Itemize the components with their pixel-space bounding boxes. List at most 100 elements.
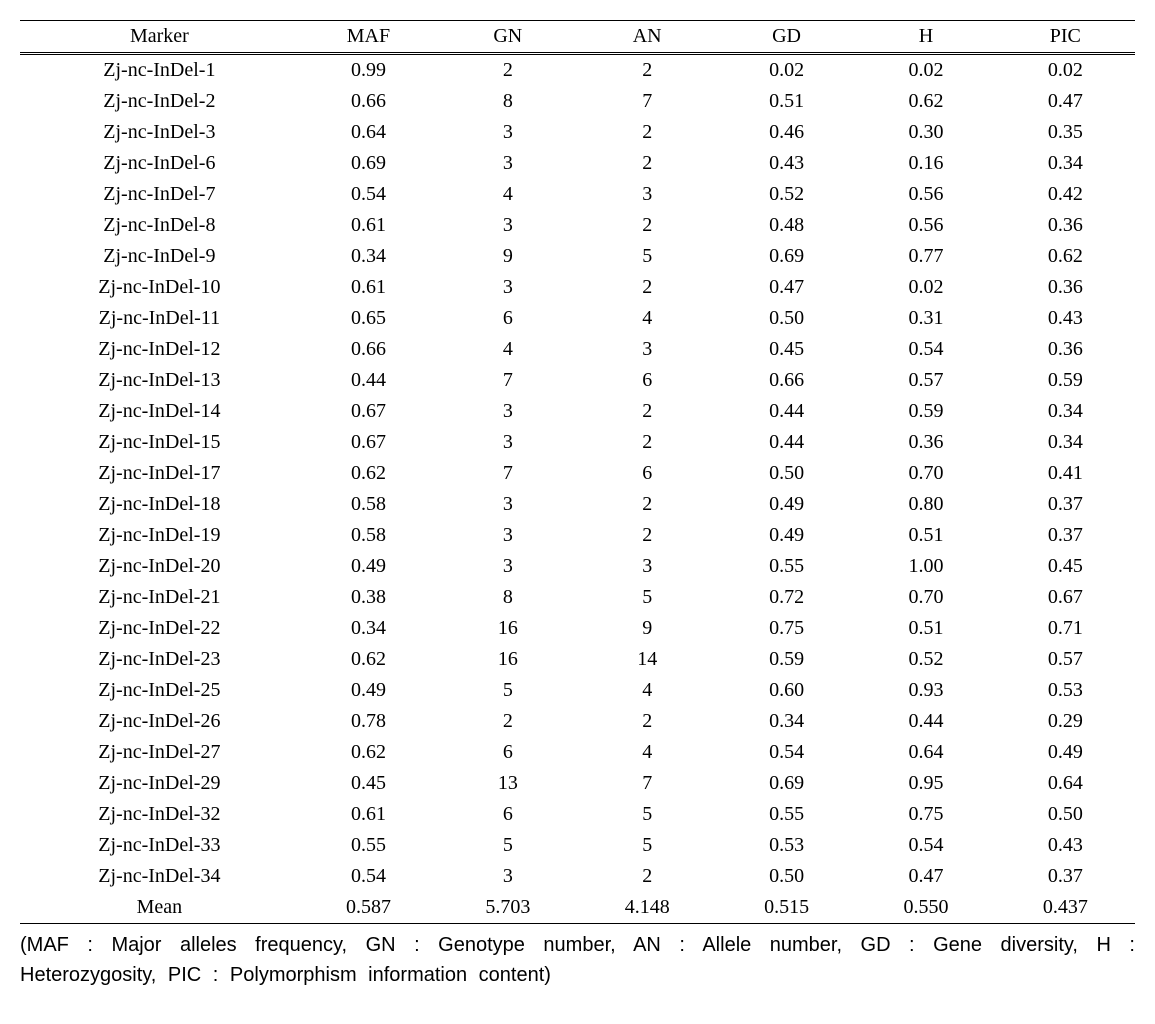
- value-cell: 0.59: [717, 644, 856, 675]
- value-cell: 0.51: [717, 86, 856, 117]
- value-cell: 5: [578, 582, 717, 613]
- value-cell: 0.56: [856, 210, 995, 241]
- value-cell: 0.66: [299, 334, 438, 365]
- value-cell: 0.72: [717, 582, 856, 613]
- table-row: Zj-nc-InDel-270.62640.540.640.49: [20, 737, 1135, 768]
- value-cell: 0.66: [299, 86, 438, 117]
- value-cell: 0.34: [996, 427, 1135, 458]
- value-cell: 0.71: [996, 613, 1135, 644]
- value-cell: 0.56: [856, 179, 995, 210]
- table-header-row: MarkerMAFGNANGDHPIC: [20, 21, 1135, 54]
- col-header: PIC: [996, 21, 1135, 54]
- mean-label-cell: Mean: [20, 892, 299, 924]
- value-cell: 8: [438, 86, 577, 117]
- value-cell: 0.67: [996, 582, 1135, 613]
- col-header: MAF: [299, 21, 438, 54]
- table-row: Zj-nc-InDel-210.38850.720.700.67: [20, 582, 1135, 613]
- mean-value-cell: 0.587: [299, 892, 438, 924]
- value-cell: 0.52: [717, 179, 856, 210]
- value-cell: 0.16: [856, 148, 995, 179]
- value-cell: 8: [438, 582, 577, 613]
- value-cell: 0.69: [717, 241, 856, 272]
- value-cell: 0.49: [717, 489, 856, 520]
- table-row: Zj-nc-InDel-260.78220.340.440.29: [20, 706, 1135, 737]
- value-cell: 0.44: [299, 365, 438, 396]
- value-cell: 0.62: [299, 737, 438, 768]
- value-cell: 5: [438, 830, 577, 861]
- marker-cell: Zj-nc-InDel-3: [20, 117, 299, 148]
- value-cell: 0.93: [856, 675, 995, 706]
- value-cell: 0.50: [717, 458, 856, 489]
- value-cell: 4: [578, 737, 717, 768]
- marker-cell: Zj-nc-InDel-18: [20, 489, 299, 520]
- value-cell: 3: [578, 179, 717, 210]
- value-cell: 0.47: [717, 272, 856, 303]
- value-cell: 0.49: [299, 551, 438, 582]
- value-cell: 0.61: [299, 210, 438, 241]
- value-cell: 0.66: [717, 365, 856, 396]
- value-cell: 0.65: [299, 303, 438, 334]
- table-row: Zj-nc-InDel-30.64320.460.300.35: [20, 117, 1135, 148]
- genetic-markers-table: MarkerMAFGNANGDHPIC Zj-nc-InDel-10.99220…: [20, 20, 1135, 924]
- value-cell: 0.41: [996, 458, 1135, 489]
- value-cell: 0.51: [856, 613, 995, 644]
- value-cell: 0.54: [299, 179, 438, 210]
- value-cell: 0.34: [299, 613, 438, 644]
- value-cell: 0.43: [717, 148, 856, 179]
- marker-cell: Zj-nc-InDel-21: [20, 582, 299, 613]
- value-cell: 0.02: [996, 54, 1135, 87]
- value-cell: 0.47: [856, 861, 995, 892]
- marker-cell: Zj-nc-InDel-34: [20, 861, 299, 892]
- value-cell: 0.29: [996, 706, 1135, 737]
- value-cell: 13: [438, 768, 577, 799]
- value-cell: 0.48: [717, 210, 856, 241]
- value-cell: 0.38: [299, 582, 438, 613]
- value-cell: 4: [438, 179, 577, 210]
- value-cell: 0.80: [856, 489, 995, 520]
- value-cell: 0.36: [996, 334, 1135, 365]
- value-cell: 0.55: [717, 799, 856, 830]
- marker-cell: Zj-nc-InDel-19: [20, 520, 299, 551]
- value-cell: 3: [438, 272, 577, 303]
- value-cell: 6: [578, 365, 717, 396]
- table-row: Zj-nc-InDel-320.61650.550.750.50: [20, 799, 1135, 830]
- value-cell: 2: [438, 706, 577, 737]
- mean-value-cell: 0.437: [996, 892, 1135, 924]
- value-cell: 7: [438, 458, 577, 489]
- marker-cell: Zj-nc-InDel-11: [20, 303, 299, 334]
- value-cell: 0.55: [299, 830, 438, 861]
- value-cell: 0.37: [996, 861, 1135, 892]
- table-body: Zj-nc-InDel-10.99220.020.020.02Zj-nc-InD…: [20, 54, 1135, 893]
- value-cell: 16: [438, 644, 577, 675]
- value-cell: 2: [578, 396, 717, 427]
- table-mean-row: Mean0.5875.7034.1480.5150.5500.437: [20, 892, 1135, 924]
- col-header: H: [856, 21, 995, 54]
- value-cell: 0.70: [856, 582, 995, 613]
- value-cell: 2: [578, 148, 717, 179]
- value-cell: 0.36: [996, 210, 1135, 241]
- value-cell: 5: [578, 830, 717, 861]
- table-row: Zj-nc-InDel-330.55550.530.540.43: [20, 830, 1135, 861]
- table-row: Zj-nc-InDel-190.58320.490.510.37: [20, 520, 1135, 551]
- table-row: Zj-nc-InDel-100.61320.470.020.36: [20, 272, 1135, 303]
- value-cell: 0.58: [299, 520, 438, 551]
- value-cell: 0.95: [856, 768, 995, 799]
- value-cell: 6: [438, 737, 577, 768]
- value-cell: 0.67: [299, 427, 438, 458]
- value-cell: 0.75: [717, 613, 856, 644]
- value-cell: 0.55: [717, 551, 856, 582]
- table-row: Zj-nc-InDel-340.54320.500.470.37: [20, 861, 1135, 892]
- marker-cell: Zj-nc-InDel-2: [20, 86, 299, 117]
- value-cell: 0.53: [717, 830, 856, 861]
- col-header: GN: [438, 21, 577, 54]
- value-cell: 0.34: [717, 706, 856, 737]
- value-cell: 0.02: [717, 54, 856, 87]
- value-cell: 2: [438, 54, 577, 87]
- value-cell: 0.47: [996, 86, 1135, 117]
- value-cell: 0.45: [996, 551, 1135, 582]
- marker-cell: Zj-nc-InDel-25: [20, 675, 299, 706]
- marker-cell: Zj-nc-InDel-1: [20, 54, 299, 87]
- value-cell: 0.77: [856, 241, 995, 272]
- value-cell: 0.45: [299, 768, 438, 799]
- table-row: Zj-nc-InDel-250.49540.600.930.53: [20, 675, 1135, 706]
